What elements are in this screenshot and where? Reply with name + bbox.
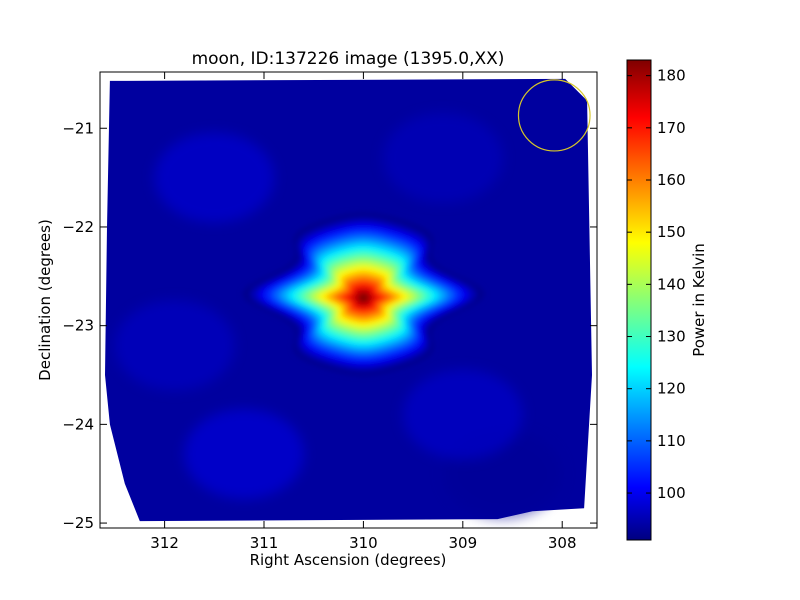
y-ticks: −21 −22 −23 −24 −25: [62, 119, 597, 532]
x-tick-label: 310: [349, 534, 378, 552]
x-ticks: 312 311 310 309 308: [150, 72, 577, 552]
colorbar-tick-label: 160: [657, 171, 686, 189]
beam-layer: [517, 79, 591, 152]
colorbar-tick-label: 150: [657, 223, 686, 241]
y-axis-label: Declination (degrees): [36, 219, 54, 381]
colorbar-ticks: 100 110 120 130 140 150 160 170 180: [627, 67, 686, 502]
colorbar-tick-label: 130: [657, 328, 686, 346]
source-contour: [355, 292, 371, 303]
noise-patch: [402, 369, 523, 460]
y-tick-label: −22: [62, 218, 94, 236]
x-tick-label: 311: [250, 534, 279, 552]
chart-title: moon, ID:137226 image (1395.0,XX): [192, 49, 505, 69]
colorbar-label: Power in Kelvin: [690, 243, 708, 357]
x-tick-label: 309: [448, 534, 477, 552]
y-tick-label: −23: [62, 317, 94, 335]
colorbar-tick-label: 110: [657, 432, 686, 450]
colorbar: 100 110 120 130 140 150 160 170 180 Power in Kel…: [626, 59, 708, 541]
noise-patch: [382, 112, 503, 203]
plot-frame: [99, 71, 598, 529]
y-tick-label: −24: [62, 415, 94, 433]
x-axis-label: Right Ascension (degrees): [250, 551, 447, 569]
plot-area: 312 311 310 309 308 −21 −22 −23 −24 −25: [62, 71, 598, 552]
y-tick-label: −21: [62, 119, 94, 137]
beam-circle: [517, 79, 591, 152]
colorbar-tick-label: 140: [657, 275, 686, 293]
y-tick-label: −25: [62, 514, 94, 532]
heatmap-image: [105, 78, 592, 522]
colorbar-gradient: [626, 59, 652, 541]
x-tick-label: 312: [150, 534, 179, 552]
colorbar-tick-label: 120: [657, 380, 686, 398]
noise-patch: [154, 132, 275, 223]
colorbar-tick-label: 100: [657, 484, 686, 502]
noise-patch: [184, 408, 305, 499]
noise-patch: [114, 300, 235, 391]
colorbar-tick-label: 180: [657, 67, 686, 85]
moon-source: [242, 212, 485, 376]
x-tick-label: 308: [548, 534, 577, 552]
colorbar-tick-label: 170: [657, 119, 686, 137]
